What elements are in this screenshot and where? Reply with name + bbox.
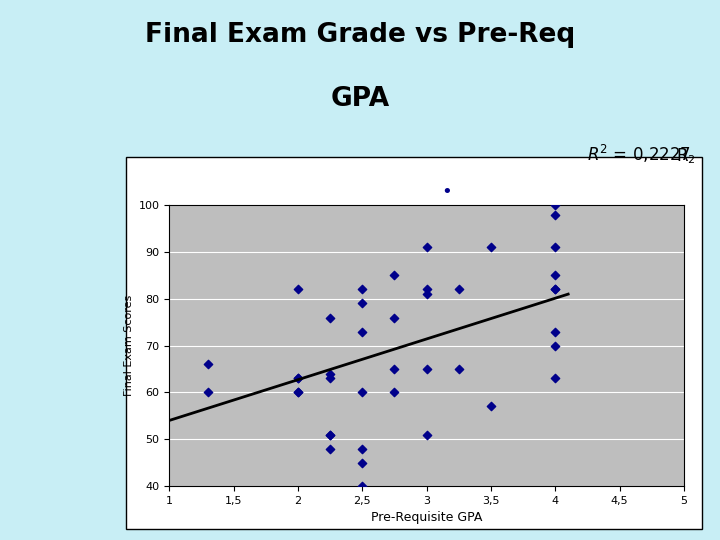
Point: [389, 388, 400, 397]
Point: [549, 285, 561, 294]
Point: [356, 458, 368, 467]
Point: [453, 364, 464, 373]
Point: [292, 374, 304, 383]
Point: [420, 290, 432, 299]
Text: R: R: [676, 147, 688, 165]
Point: [549, 285, 561, 294]
Point: [420, 285, 432, 294]
Text: $R^2$ = 0,2227: $R^2$ = 0,2227: [588, 143, 691, 165]
Point: [356, 482, 368, 490]
Y-axis label: Final Exam Scores: Final Exam Scores: [125, 295, 135, 396]
Point: [549, 327, 561, 336]
Point: [389, 364, 400, 373]
Point: [324, 374, 336, 383]
Point: [356, 299, 368, 308]
X-axis label: Pre-Requisite GPA: Pre-Requisite GPA: [371, 511, 482, 524]
Point: [549, 210, 561, 219]
Point: [549, 374, 561, 383]
Point: [292, 374, 304, 383]
Point: [324, 369, 336, 378]
Point: [420, 430, 432, 439]
Point: [324, 444, 336, 453]
Point: [356, 388, 368, 397]
Point: [485, 402, 497, 411]
Point: [389, 313, 400, 322]
Point: [356, 327, 368, 336]
Text: Final Exam Grade vs Pre-Req: Final Exam Grade vs Pre-Req: [145, 22, 575, 48]
Point: [389, 271, 400, 280]
Point: [485, 243, 497, 252]
Point: [324, 430, 336, 439]
Point: [324, 313, 336, 322]
Point: [356, 285, 368, 294]
Point: [356, 444, 368, 453]
Point: [549, 201, 561, 210]
Point: [324, 430, 336, 439]
Point: [549, 341, 561, 350]
Point: [549, 271, 561, 280]
Point: [549, 243, 561, 252]
Text: 2: 2: [688, 154, 695, 165]
Text: GPA: GPA: [330, 86, 390, 112]
Point: [202, 360, 214, 369]
Point: [420, 243, 432, 252]
Point: [292, 388, 304, 397]
Point: [420, 364, 432, 373]
Point: [202, 388, 214, 397]
Point: [292, 388, 304, 397]
Point: [292, 285, 304, 294]
Text: •: •: [441, 183, 451, 201]
Point: [453, 285, 464, 294]
